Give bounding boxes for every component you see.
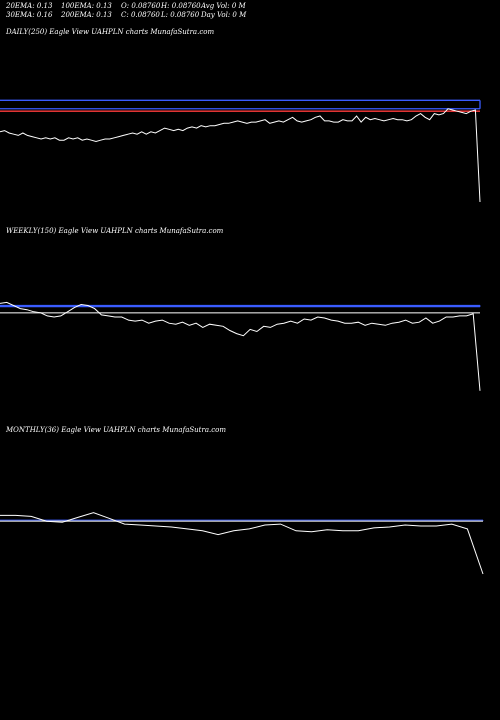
- weekly-chart-panel: WEEKLY(150) Eagle View UAHPLN charts Mun…: [0, 222, 500, 427]
- avg-vol-stat: Avg Vol: 0 M: [201, 2, 246, 10]
- close-stat: C: 0.08760: [121, 11, 160, 19]
- ema20-stat: 20EMA: 0.13: [6, 2, 53, 10]
- price-line: [0, 512, 484, 575]
- day-vol-stat: Day Vol: 0 M: [201, 11, 247, 19]
- price-line: [0, 108, 481, 203]
- monthly-chart-panel: MONTHLY(36) Eagle View UAHPLN charts Mun…: [0, 421, 500, 626]
- low-stat: L: 0.08760: [161, 11, 200, 19]
- monthly-chart-title: MONTHLY(36) Eagle View UAHPLN charts Mun…: [6, 426, 227, 434]
- ema30-stat: 30EMA: 0.16: [6, 11, 53, 19]
- open-stat: O: 0.08760: [121, 2, 161, 10]
- indicator-stats: 20EMA: 0.13 30EMA: 0.16 100EMA: 0.13 200…: [0, 0, 500, 22]
- daily-chart-title: DAILY(250) Eagle View UAHPLN charts Muna…: [6, 28, 215, 36]
- price-line: [0, 301, 481, 391]
- daily-chart: [0, 99, 481, 203]
- high-stat: H: 0.08760: [161, 2, 201, 10]
- monthly-chart: [0, 512, 484, 575]
- weekly-chart-title: WEEKLY(150) Eagle View UAHPLN charts Mun…: [6, 227, 224, 235]
- weekly-chart: [0, 301, 481, 391]
- daily-chart-panel: DAILY(250) Eagle View UAHPLN charts Muna…: [0, 22, 500, 227]
- ema200-stat: 200EMA: 0.13: [61, 11, 112, 19]
- ema100-stat: 100EMA: 0.13: [61, 2, 112, 10]
